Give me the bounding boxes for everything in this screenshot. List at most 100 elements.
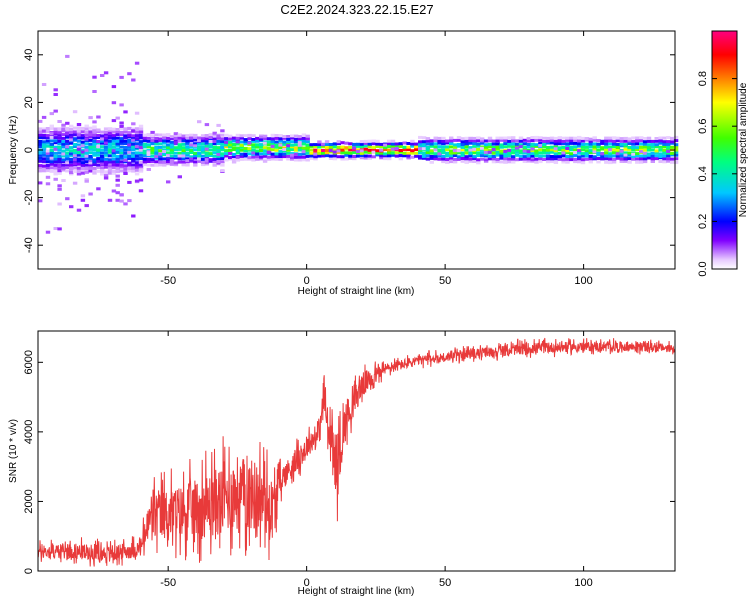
spectrogram-cell <box>549 150 555 154</box>
spectrogram-cell <box>204 152 210 155</box>
spectrogram-cell <box>166 162 171 166</box>
spectrogram-cell <box>138 127 144 131</box>
spectrogram-cell <box>107 164 113 168</box>
spectrogram-cell <box>177 136 182 140</box>
spectrogram-cell <box>72 110 78 114</box>
spectrogram-cell <box>433 136 438 140</box>
spectrogram-cell <box>57 165 62 169</box>
spectrogram-cell <box>259 137 264 141</box>
spectrogram-cell <box>239 143 244 147</box>
spectrogram-cell <box>642 151 648 155</box>
spectrogram-cell <box>642 137 648 140</box>
spectrogram-cell <box>220 160 225 164</box>
spectrogram-cell <box>107 131 113 135</box>
spectrogram-cell <box>608 136 613 140</box>
spectrogram-cell <box>235 146 241 150</box>
spectrogram-cell <box>80 163 86 167</box>
spectrogram-cell <box>538 142 543 146</box>
spectrogram-cell <box>41 136 47 140</box>
spectrogram-cell <box>398 154 403 158</box>
spectrogram-cell <box>596 148 601 152</box>
spectrogram-cell <box>383 154 388 158</box>
spectrogram-cell <box>441 139 446 143</box>
spectrogram-cell <box>243 152 248 156</box>
spectrogram-cell <box>212 160 217 164</box>
spectrogram-cell <box>441 148 446 152</box>
spectrogram-cell <box>511 148 516 152</box>
spectrogram-cell <box>138 153 144 157</box>
spectrogram-cell <box>162 150 167 153</box>
spectrogram-cell <box>41 140 47 144</box>
spectrogram-cell <box>460 159 465 163</box>
spectrogram-cell <box>631 152 636 156</box>
spectrogram-cell <box>127 143 132 147</box>
spectrogram-cell <box>131 122 136 126</box>
spectrogram-cell <box>119 169 124 173</box>
spectrogram-cell <box>542 143 547 146</box>
spectrogram-cell <box>627 147 632 151</box>
spectrogram-cell <box>224 152 229 156</box>
spectrogram-cell <box>662 140 667 144</box>
spectrogram-cell <box>355 142 361 146</box>
spectrogram-cell <box>580 154 586 158</box>
spectrogram-cell <box>103 153 109 157</box>
spectrogram-cell <box>138 148 144 152</box>
spectrogram-cell <box>88 151 93 155</box>
spectrogram-cell <box>437 152 442 156</box>
spectrogram-cell <box>103 141 109 145</box>
spectrogram-cell <box>390 145 396 149</box>
spectrogram-cell <box>158 160 163 164</box>
spectrogram-cell <box>162 151 167 155</box>
spectrogram-cell <box>204 137 210 141</box>
spectrogram-cell <box>406 154 411 158</box>
spectrogram-cell <box>569 152 574 156</box>
spectrogram-cell <box>49 154 54 158</box>
spectrogram-cell <box>631 157 636 161</box>
spectrogram-cell <box>491 142 497 146</box>
spectrogram-cell <box>580 139 586 143</box>
spectrogram-cell <box>142 139 148 143</box>
spectrogram-cell <box>433 152 438 156</box>
spectrogram-cell <box>228 156 233 159</box>
spectrogram-cell <box>57 131 62 135</box>
spectrogram-cell <box>220 154 225 158</box>
spectrogram-cell <box>111 134 117 138</box>
spectrogram-cell <box>220 140 225 143</box>
spectrogram-cell <box>208 148 213 152</box>
spectrogram-cell <box>247 137 252 141</box>
spectrogram-cell <box>228 137 233 141</box>
spectrogram-cell <box>650 148 655 152</box>
spectrogram-cell <box>445 151 450 155</box>
spectrogram-cell <box>666 151 671 155</box>
spectrogram-cell <box>596 153 601 157</box>
spectrogram-cell <box>173 136 179 140</box>
spectrogram-cell <box>305 146 310 150</box>
spectrogram-cell <box>449 139 454 143</box>
spectrogram-cell <box>608 152 613 156</box>
spectrogram-cell <box>452 151 458 155</box>
spectrogram-cell <box>429 139 434 143</box>
spectrogram-cell <box>464 157 469 161</box>
spectrogram-cell <box>491 157 497 161</box>
spectrogram-cell <box>61 158 66 162</box>
spectrogram-cell <box>421 154 427 158</box>
spectrogram-cell <box>119 121 124 125</box>
spectrogram-cell <box>503 157 508 161</box>
spectrogram-cell <box>103 160 109 164</box>
spectrogram-cell <box>197 139 202 143</box>
spectrogram-cell <box>142 136 148 140</box>
spectrogram-cell <box>611 148 617 152</box>
spectrogram-cell <box>134 165 140 169</box>
spectrogram-cell <box>61 163 66 167</box>
spectrogram-cell <box>673 135 679 139</box>
spectrogram-cell <box>84 142 89 146</box>
spectrogram-cell <box>449 145 454 149</box>
spectrogram-cell <box>49 133 54 137</box>
spectrogram-cell <box>134 172 140 176</box>
spectrogram-cell <box>355 150 361 153</box>
spectrogram-cell <box>468 157 473 161</box>
spectrogram-cell <box>103 170 109 174</box>
spectrogram-cell <box>499 136 504 140</box>
spectrogram-cell <box>111 166 117 170</box>
spectrogram-cell <box>293 146 299 150</box>
